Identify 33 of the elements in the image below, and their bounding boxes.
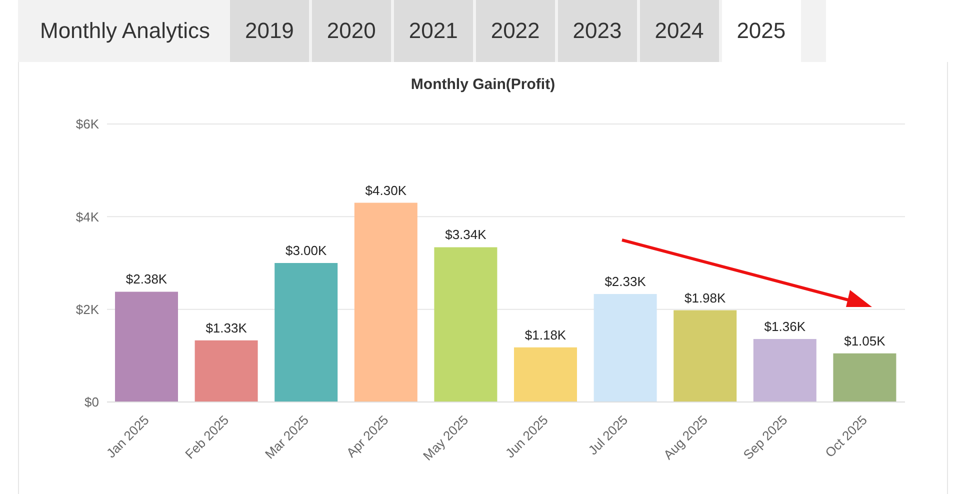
- bar: [194, 340, 258, 402]
- bar: [833, 353, 896, 402]
- data-label: $1.98K: [684, 290, 726, 306]
- data-label: $2.33K: [604, 274, 646, 290]
- bar: [674, 310, 737, 402]
- data-label: $2.38K: [126, 272, 168, 287]
- bar: [115, 292, 178, 402]
- text: 2021: [394, 0, 473, 62]
- bar: [274, 263, 338, 402]
- text: Monthly Analytics: [18, 0, 230, 62]
- bar: [354, 202, 418, 402]
- text: 2022: [476, 0, 555, 62]
- y-tick-label: $2K: [76, 302, 100, 317]
- text: 2019: [230, 0, 309, 62]
- bar: [753, 338, 816, 402]
- bar: [594, 294, 657, 402]
- text: 2020: [312, 0, 391, 62]
- data-label: $4.30K: [365, 182, 407, 198]
- text: 2023: [558, 0, 637, 62]
- data-label: $3.34K: [445, 227, 487, 242]
- y-tick-label: $4K: [76, 209, 100, 224]
- y-tick-label: $0: [84, 394, 99, 410]
- data-label: $1.18K: [524, 327, 566, 342]
- data-label: $1.33K: [206, 320, 248, 336]
- data-label: $1.05K: [844, 333, 886, 348]
- text: 2025: [722, 0, 801, 62]
- bar: [514, 347, 577, 402]
- bar: [434, 247, 498, 402]
- y-tick-label: $6K: [76, 116, 100, 132]
- data-label: $3.00K: [286, 243, 328, 258]
- data-label: $1.36K: [764, 318, 806, 334]
- text: 2024: [640, 0, 719, 62]
- chart-title: Monthly Gain(Profit): [410, 76, 556, 93]
